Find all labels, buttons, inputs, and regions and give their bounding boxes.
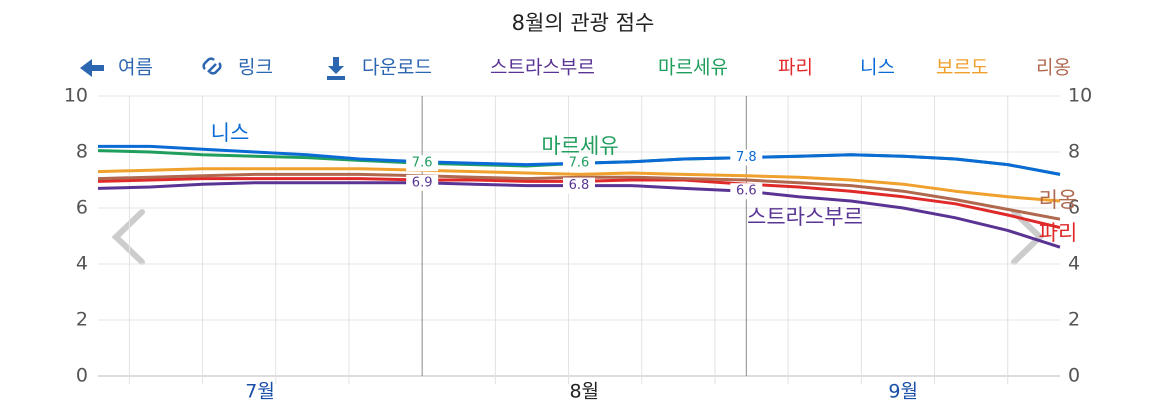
data-label: 7.6 xyxy=(569,156,590,171)
series-annotation: 스트라스부르 xyxy=(747,205,863,229)
y-tick-label: 6 xyxy=(76,197,88,219)
x-tick-label: 8월 xyxy=(569,381,599,403)
legend-entry[interactable]: 마르세유 xyxy=(658,57,728,79)
legend-entry[interactable]: 니스 xyxy=(860,57,895,79)
data-label: 7.8 xyxy=(736,150,757,165)
data-label: 6.9 xyxy=(412,175,433,190)
series-line xyxy=(97,167,1061,203)
series-line xyxy=(97,172,1061,221)
y2-tick-label: 2 xyxy=(1068,309,1080,331)
series-annotation: 파리 xyxy=(1039,221,1078,245)
label-bg xyxy=(563,155,595,172)
y-tick-label: 2 xyxy=(76,309,88,331)
toolbar-button[interactable]: 여름 xyxy=(118,57,153,79)
toolbar-button[interactable]: 링크 xyxy=(238,57,273,79)
label-bg xyxy=(730,149,763,166)
legend-entry[interactable]: 보르도 xyxy=(936,57,988,79)
y2-tick-label: 4 xyxy=(1068,253,1080,275)
y-tick-label: 0 xyxy=(76,365,88,387)
y-tick-label: 4 xyxy=(76,253,88,275)
series-annotation: 리옹 xyxy=(1039,188,1078,212)
data-label: 6.6 xyxy=(736,184,757,199)
x-tick-label: 9월 xyxy=(888,381,918,403)
data-label: 6.8 xyxy=(569,178,590,193)
toolbar-button[interactable]: 다운로드 xyxy=(362,57,432,79)
label-bg xyxy=(730,183,763,200)
series-annotation: 니스 xyxy=(211,121,250,145)
y2-tick-label: 10 xyxy=(1068,85,1092,107)
y2-tick-label: 0 xyxy=(1068,365,1080,387)
chart-title: 8월의 관광 점수 xyxy=(512,11,655,35)
y2-tick-label: 8 xyxy=(1068,141,1080,163)
label-bg xyxy=(563,177,595,194)
y-tick-label: 8 xyxy=(76,141,88,163)
x-tick-label: 7월 xyxy=(245,381,275,403)
next-arrow[interactable] xyxy=(1011,209,1045,265)
y-tick-label: 10 xyxy=(64,85,88,107)
series-annotation: 마르세유 xyxy=(541,134,618,158)
legend-entry[interactable]: 파리 xyxy=(778,57,813,79)
legend-entry[interactable]: 리옹 xyxy=(1036,57,1071,79)
link-icon[interactable] xyxy=(202,57,222,75)
back-icon[interactable] xyxy=(80,59,104,77)
data-label: 7.6 xyxy=(412,156,433,171)
label-bg xyxy=(406,174,439,191)
download-icon[interactable] xyxy=(327,57,345,80)
label-bg xyxy=(406,155,439,172)
y2-tick-label: 6 xyxy=(1068,197,1080,219)
legend-entry[interactable]: 스트라스부르 xyxy=(490,57,595,79)
prev-arrow[interactable] xyxy=(111,209,145,265)
